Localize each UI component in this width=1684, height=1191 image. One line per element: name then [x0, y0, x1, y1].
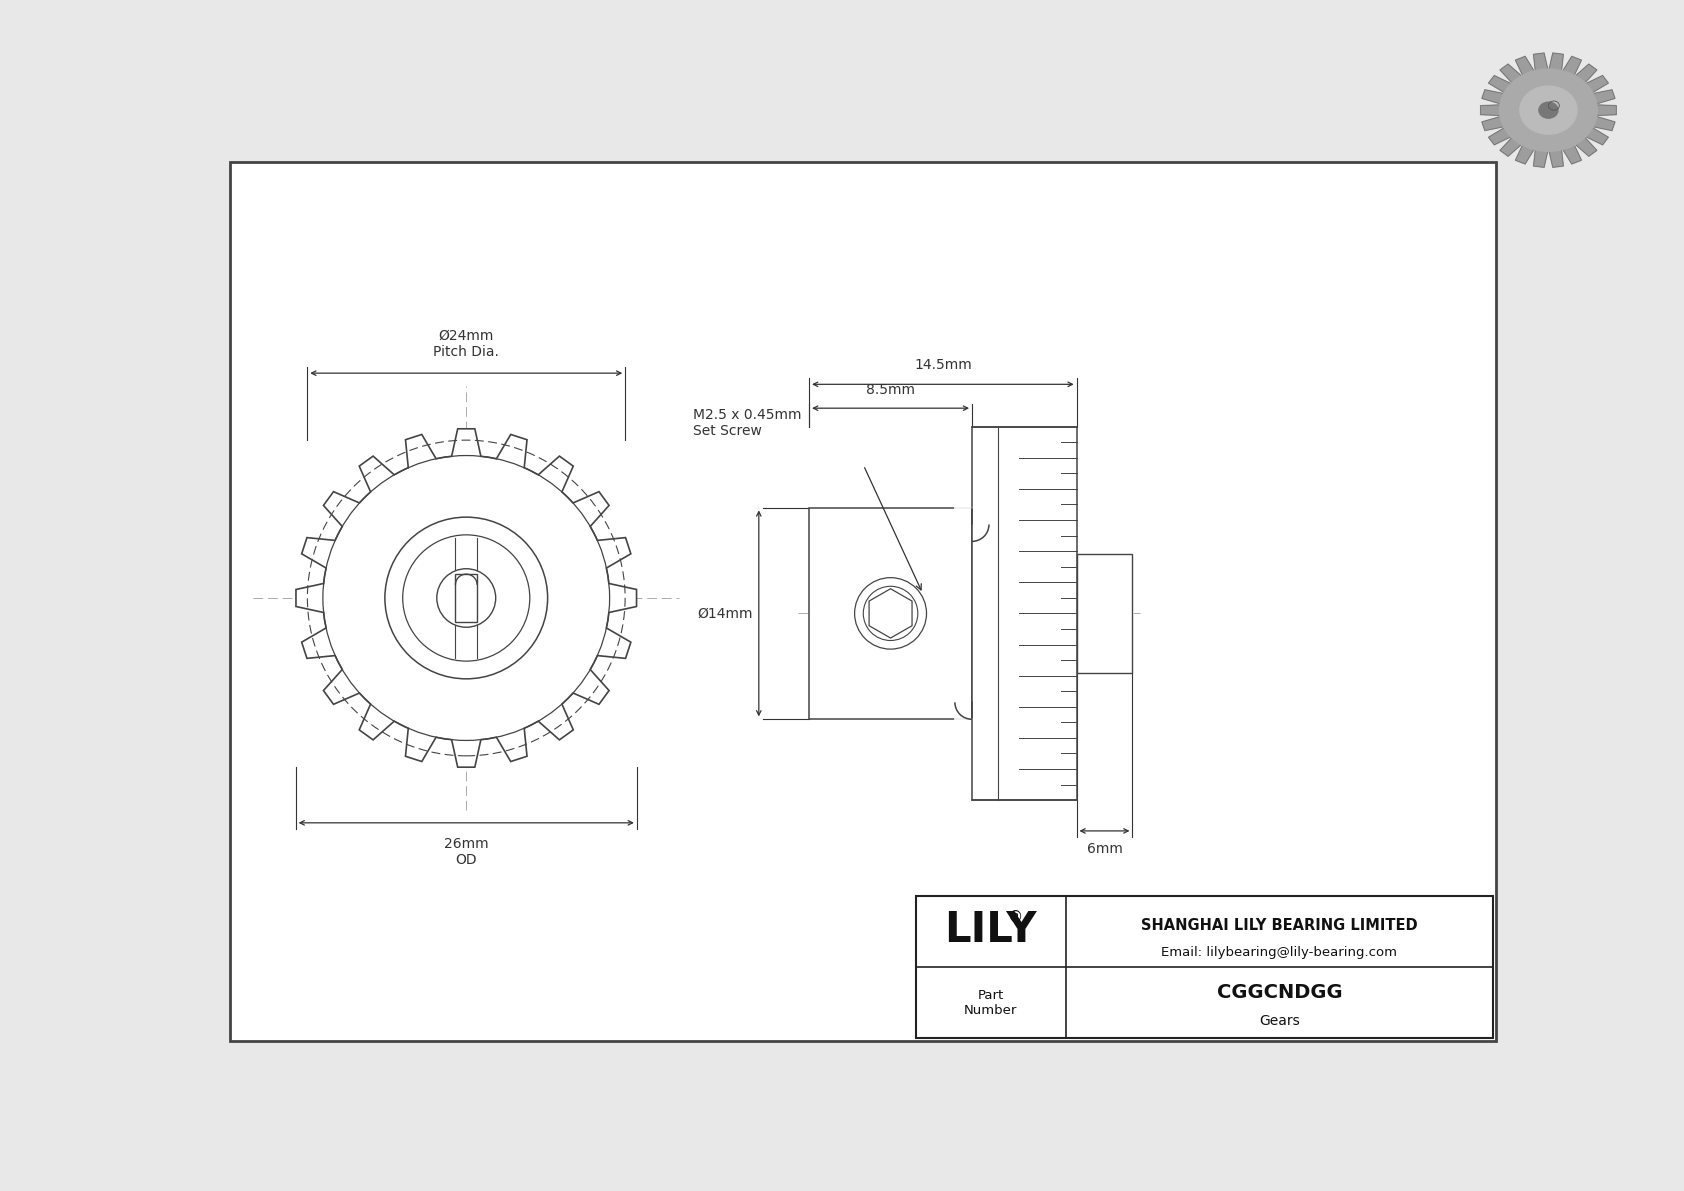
- Polygon shape: [1500, 64, 1521, 82]
- Polygon shape: [1489, 127, 1511, 145]
- Bar: [1076, 554, 1132, 673]
- Circle shape: [386, 517, 547, 679]
- Text: Part
Number: Part Number: [965, 989, 1017, 1017]
- Text: Ø14mm: Ø14mm: [697, 606, 753, 621]
- Polygon shape: [1534, 54, 1548, 70]
- Polygon shape: [1516, 145, 1534, 164]
- Text: LILY: LILY: [945, 909, 1037, 952]
- Polygon shape: [1596, 105, 1617, 116]
- Polygon shape: [1576, 138, 1596, 156]
- Polygon shape: [1549, 54, 1563, 70]
- Polygon shape: [1563, 145, 1581, 164]
- Polygon shape: [1516, 56, 1534, 75]
- Circle shape: [436, 569, 495, 628]
- Text: 8.5mm: 8.5mm: [866, 384, 914, 398]
- Text: 6mm: 6mm: [1086, 842, 1123, 856]
- Polygon shape: [1593, 89, 1615, 104]
- Text: Email: lilybearing@lily-bearing.com: Email: lilybearing@lily-bearing.com: [1162, 947, 1398, 960]
- Circle shape: [1539, 102, 1558, 118]
- Text: SHANGHAI LILY BEARING LIMITED: SHANGHAI LILY BEARING LIMITED: [1142, 918, 1418, 934]
- Text: ®: ®: [1009, 910, 1024, 924]
- Text: Ø5mm: Ø5mm: [453, 654, 498, 668]
- Bar: [972, 426, 1076, 800]
- Text: 14.5mm: 14.5mm: [914, 358, 972, 372]
- Bar: [810, 507, 972, 719]
- Polygon shape: [1549, 150, 1563, 167]
- Polygon shape: [1482, 117, 1504, 131]
- Polygon shape: [1586, 127, 1608, 145]
- Polygon shape: [455, 574, 477, 622]
- Polygon shape: [1576, 64, 1596, 82]
- Bar: [916, 896, 1494, 1039]
- Text: Gears: Gears: [1260, 1015, 1300, 1028]
- Text: 26mm
OD: 26mm OD: [445, 837, 488, 867]
- Polygon shape: [1563, 56, 1581, 75]
- Polygon shape: [1534, 150, 1548, 167]
- Polygon shape: [1489, 75, 1511, 93]
- Text: CGGCNDGG: CGGCNDGG: [1216, 984, 1342, 1003]
- Text: Ø24mm
Pitch Dia.: Ø24mm Pitch Dia.: [433, 329, 498, 360]
- Text: M2.5 x 0.45mm
Set Screw: M2.5 x 0.45mm Set Screw: [692, 409, 802, 438]
- Polygon shape: [1482, 89, 1504, 104]
- Polygon shape: [296, 429, 637, 767]
- Circle shape: [1521, 86, 1576, 135]
- Circle shape: [1499, 69, 1598, 151]
- Polygon shape: [1500, 138, 1521, 156]
- Polygon shape: [1593, 117, 1615, 131]
- Polygon shape: [1480, 105, 1500, 116]
- Polygon shape: [1586, 75, 1608, 93]
